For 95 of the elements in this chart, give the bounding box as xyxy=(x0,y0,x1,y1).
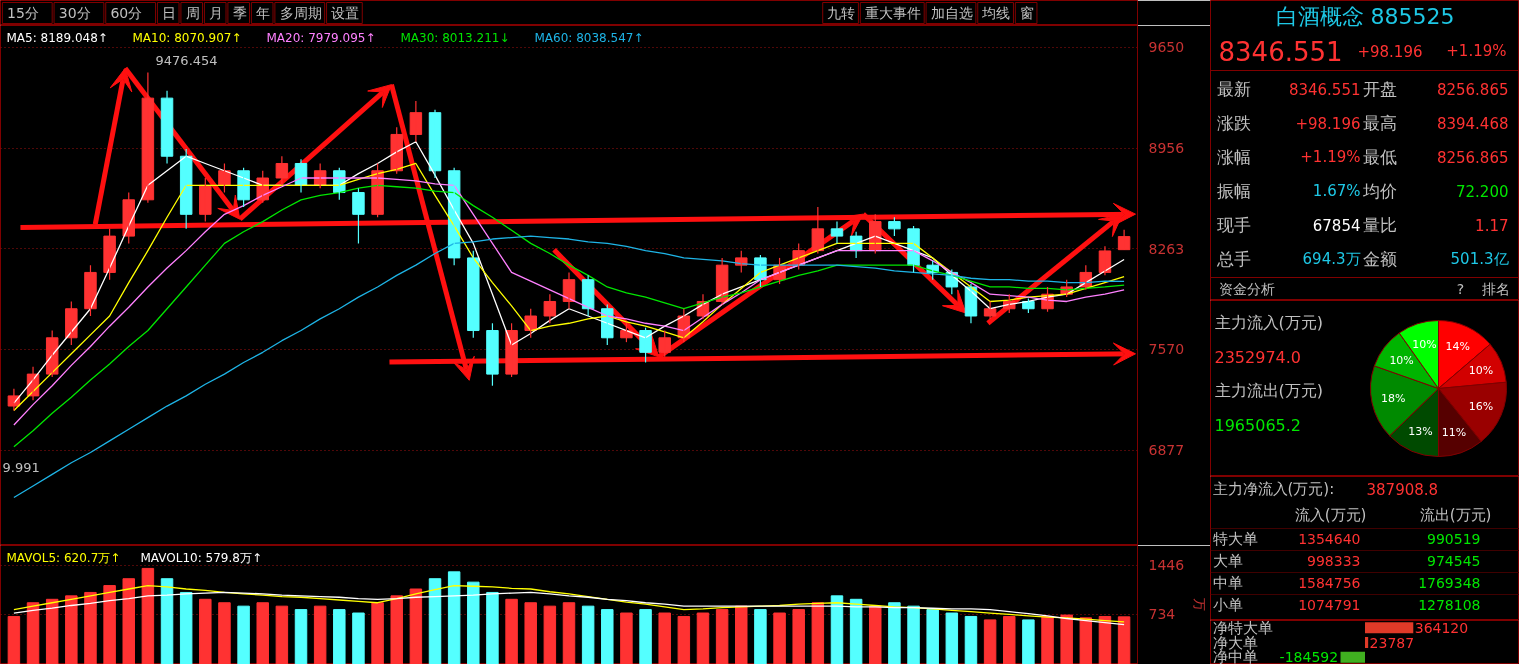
text: 67854 xyxy=(1312,216,1361,235)
text: MAVOL10: 579.8万↑ xyxy=(140,550,262,565)
text: 九转 xyxy=(827,5,856,21)
data-label: 11% xyxy=(1441,425,1467,439)
text: 开盘 xyxy=(1362,78,1397,99)
text: 涨幅 xyxy=(1216,146,1251,167)
text: 8256.865 xyxy=(1436,80,1509,99)
text: 1074791 xyxy=(1298,596,1361,613)
text: 最低 xyxy=(1362,146,1397,167)
text: 最新 xyxy=(1216,78,1251,99)
text: 现手 xyxy=(1216,214,1251,235)
y-tick-label: 净特大单 xyxy=(1212,618,1273,637)
y-tick-label: 1446 xyxy=(1148,557,1185,574)
text: MA20: 7979.095↑ xyxy=(266,30,376,45)
text: 加自选 xyxy=(930,5,973,21)
text: 主力净流入(万元): xyxy=(1212,479,1335,498)
text: 501.3亿 xyxy=(1450,249,1509,268)
text: 小单 xyxy=(1212,595,1243,614)
text: 资金分析 xyxy=(1218,280,1275,297)
text: MA60: 8038.547↑ xyxy=(534,30,644,45)
y-tick-label: 9650 xyxy=(1148,39,1185,56)
text: 998333 xyxy=(1307,552,1361,569)
text: 30分 xyxy=(58,5,91,21)
text: +98.196 xyxy=(1357,42,1423,61)
text: 1278108 xyxy=(1418,596,1481,613)
text: 振幅 xyxy=(1216,180,1251,201)
text: 涨跌 xyxy=(1216,112,1251,133)
data-label: 16% xyxy=(1468,400,1494,414)
y-axis-title: 万 xyxy=(1192,598,1208,612)
y-tick-label: 6877 xyxy=(1148,442,1185,459)
text: 主力流入(万元) xyxy=(1214,313,1323,332)
text: 1769348 xyxy=(1418,574,1481,591)
text: 特大单 xyxy=(1212,529,1258,548)
text: +98.196 xyxy=(1295,114,1361,133)
text: 15分 xyxy=(7,5,39,21)
text: MAVOL5: 620.7万↑ xyxy=(6,550,121,565)
text: +1.19% xyxy=(1446,41,1507,60)
text: 白酒概念 885525 xyxy=(1275,4,1455,29)
text: 日 xyxy=(162,5,177,21)
text: 60分 xyxy=(110,5,143,21)
y-tick-label: 8263 xyxy=(1148,240,1185,257)
annotation: 9476.454 xyxy=(155,53,218,69)
annotation: 9.991 xyxy=(2,460,40,475)
text: 1354640 xyxy=(1298,530,1361,547)
text: +1.19% xyxy=(1300,147,1361,166)
data-label: 10% xyxy=(1412,337,1437,351)
data-label: 13% xyxy=(1408,424,1433,438)
text: 量比 xyxy=(1362,214,1397,235)
text: MA10: 8070.907↑ xyxy=(132,30,242,45)
text: 总手 xyxy=(1215,248,1251,269)
text: 8394.468 xyxy=(1436,114,1509,133)
text: 990519 xyxy=(1427,530,1481,547)
text: 重大事件 xyxy=(865,5,921,21)
text: 月 xyxy=(209,5,224,21)
data-label: 18% xyxy=(1381,391,1406,405)
text: 排名 xyxy=(1481,280,1510,297)
text: 8346.551 xyxy=(1218,36,1343,67)
data-label: -184592 xyxy=(1279,649,1339,664)
data-label: 14% xyxy=(1445,339,1471,353)
text: 694.3万 xyxy=(1302,249,1361,268)
y-tick-label: 734 xyxy=(1148,606,1176,623)
y-tick-label: 8956 xyxy=(1148,140,1185,157)
text: 设置 xyxy=(331,5,360,21)
text: 1584756 xyxy=(1298,574,1361,591)
data-label: 364120 xyxy=(1414,619,1469,636)
text: 1965065.2 xyxy=(1214,415,1302,435)
text: 流出(万元) xyxy=(1419,505,1492,524)
y-tick-label: 7570 xyxy=(1148,341,1185,358)
text: 2352974.0 xyxy=(1214,347,1302,367)
data-label: 10% xyxy=(1389,354,1414,368)
text: 中单 xyxy=(1212,573,1243,592)
text: 金额 xyxy=(1362,248,1397,269)
text: 大单 xyxy=(1212,551,1243,570)
text: MA5: 8189.048↑ xyxy=(6,30,108,45)
text: 1.17 xyxy=(1475,216,1509,235)
text: 均线 xyxy=(981,5,1011,21)
text: 季 xyxy=(232,5,247,21)
text: 72.200 xyxy=(1456,182,1509,201)
text: 窗 xyxy=(1020,5,1035,21)
data-label: 23787 xyxy=(1369,634,1415,651)
text: 主力流出(万元) xyxy=(1214,381,1323,400)
text: 1.67% xyxy=(1312,181,1361,200)
text: MA30: 8013.211↓ xyxy=(400,30,510,45)
text: 流入(万元) xyxy=(1294,505,1367,524)
data-label: 10% xyxy=(1468,363,1494,377)
text: 多周期 xyxy=(279,5,322,21)
text: ? xyxy=(1456,280,1465,297)
text: 均价 xyxy=(1361,180,1397,201)
text: 974545 xyxy=(1427,552,1481,569)
text: 年 xyxy=(256,5,271,21)
text: 周 xyxy=(185,5,200,21)
text: 8256.865 xyxy=(1436,148,1509,167)
text: 387908.8 xyxy=(1366,480,1439,499)
text: 最高 xyxy=(1362,112,1397,133)
text: 8346.551 xyxy=(1288,80,1361,99)
